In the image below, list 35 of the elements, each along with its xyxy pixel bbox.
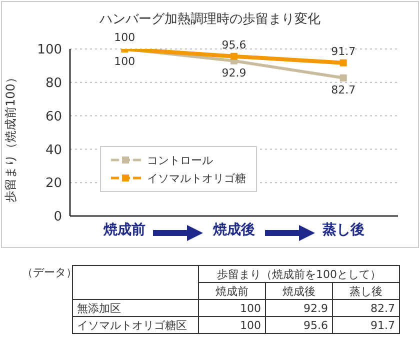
- x-tick-label: 蒸し後: [332, 282, 400, 300]
- x-tick-label: 蒸し後: [321, 222, 364, 238]
- point: [230, 52, 238, 60]
- data-label: 82.7: [331, 84, 356, 97]
- legend-label: コントロール: [147, 152, 213, 168]
- text: （データ）: [22, 265, 77, 280]
- data-label: 92.9: [222, 66, 246, 80]
- data-label: 95.6: [266, 316, 332, 334]
- y-axis-title: 歩留まり（焼成前100）: [3, 72, 18, 202]
- x-tick-label: 焼成後: [266, 282, 332, 300]
- y-tick-label: イソマルトオリゴ糖区: [72, 316, 198, 334]
- chart-title: ハンバーグ加熱調理時の歩留まり変化: [98, 11, 322, 28]
- data-label: 92.9: [266, 300, 332, 316]
- y-tick-label: 0: [54, 210, 62, 225]
- data-label: 100: [198, 300, 266, 316]
- data-label: 82.7: [332, 300, 400, 316]
- data-label: 95.6: [222, 38, 246, 52]
- data-label: 100: [114, 54, 136, 68]
- x-tick-label: 焼成前: [102, 222, 146, 238]
- data-label: 91.7: [331, 44, 356, 58]
- x-tick-label: 焼成後: [212, 222, 255, 238]
- y-tick-label: 60: [45, 109, 62, 124]
- x-tick-label: 焼成前: [198, 282, 266, 300]
- point: [340, 74, 347, 82]
- data-label: 100: [114, 31, 136, 44]
- y-tick-label: 80: [45, 76, 62, 92]
- y-tick-label: 20: [45, 176, 62, 192]
- data-label: 100: [198, 316, 266, 334]
- legend-label: イソマルトオリゴ糖: [147, 170, 246, 186]
- y-tick-label: 無添加区: [72, 300, 198, 316]
- data-label: 91.7: [332, 316, 400, 334]
- chart-title: 歩留まり（焼成前を100として）: [198, 266, 400, 282]
- y-tick-label: 40: [45, 142, 62, 158]
- y-tick-label: 100: [37, 42, 62, 58]
- point: [340, 59, 347, 66]
